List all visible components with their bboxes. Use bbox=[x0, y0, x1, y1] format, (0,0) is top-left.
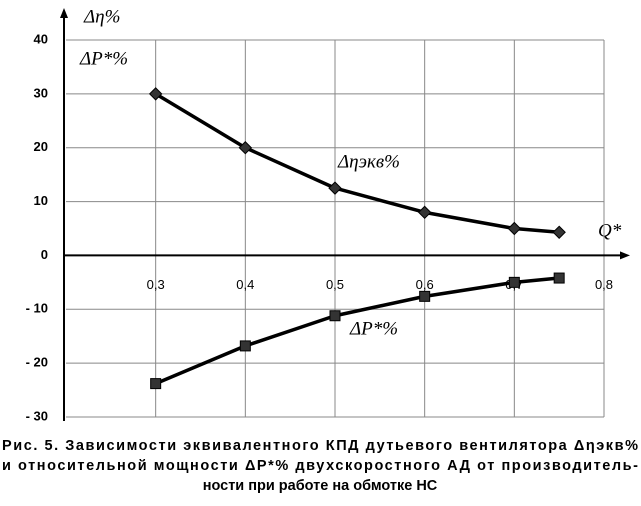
y-tick-label: - 30 bbox=[26, 408, 48, 423]
y-tick-label: 30 bbox=[34, 85, 48, 100]
marker bbox=[148, 87, 163, 101]
marker bbox=[419, 290, 431, 302]
series-line bbox=[154, 276, 560, 386]
series-label: Δηэкв% bbox=[337, 151, 400, 172]
marker bbox=[552, 225, 566, 239]
marker bbox=[417, 205, 432, 220]
y-tick-label: 20 bbox=[34, 139, 48, 154]
x-tick-label: 0,5 bbox=[326, 277, 344, 292]
marker bbox=[328, 181, 342, 195]
marker bbox=[329, 310, 341, 322]
y-tick-label: - 10 bbox=[26, 301, 48, 316]
x-tick-label: 0,3 bbox=[147, 277, 165, 292]
caption-line: Рис. 5. Зависимости эквивалентного КПД д… bbox=[2, 438, 638, 454]
y-tick-label: - 20 bbox=[26, 355, 48, 370]
marker bbox=[150, 378, 162, 390]
y-axis-arrow bbox=[60, 8, 68, 18]
series-label: ΔP*% bbox=[349, 318, 398, 339]
x-tick-label: 0,6 bbox=[416, 277, 434, 292]
caption-line: и относительной мощности ΔP*% двухскорос… bbox=[2, 458, 638, 474]
y-axis-label: Δη% bbox=[83, 6, 120, 27]
y-axis-label-2: ΔP*% bbox=[79, 48, 128, 69]
x-tick-label: 0,4 bbox=[236, 277, 254, 292]
x-axis-arrow bbox=[620, 251, 630, 260]
y-tick-label: 40 bbox=[34, 31, 48, 46]
marker bbox=[239, 340, 251, 352]
y-tick-label: 10 bbox=[34, 193, 48, 208]
series-line bbox=[154, 92, 560, 235]
marker bbox=[553, 272, 565, 284]
marker bbox=[238, 141, 253, 155]
marker bbox=[508, 276, 520, 288]
x-axis-label: Q* bbox=[598, 220, 622, 241]
y-tick-label: 0 bbox=[41, 247, 48, 262]
caption-line: ности при работе на обмотке НС bbox=[203, 478, 438, 494]
marker bbox=[507, 221, 522, 236]
x-tick-label: 0,8 bbox=[595, 277, 613, 292]
